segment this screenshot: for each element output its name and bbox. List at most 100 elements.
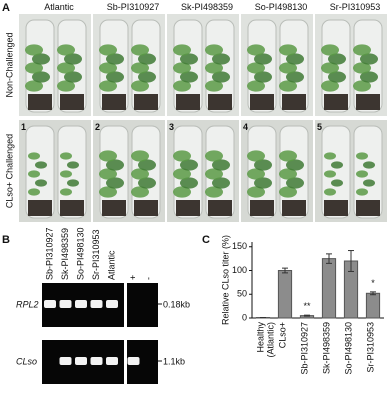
column-title: Sk-PI498359 (181, 2, 233, 12)
soil (324, 94, 348, 110)
soil (250, 200, 274, 216)
y-tick-label: 50 (237, 289, 247, 299)
column-title: Atlantic (44, 2, 74, 12)
foliage (356, 188, 368, 195)
foliage (99, 150, 117, 161)
y-tick-label: 150 (232, 241, 247, 251)
soil (208, 200, 232, 216)
foliage (353, 44, 371, 55)
foliage (173, 44, 191, 55)
soil (208, 94, 232, 110)
band (91, 300, 103, 308)
band (91, 357, 103, 365)
foliage (205, 44, 223, 55)
soil (250, 94, 274, 110)
foliage (324, 188, 336, 195)
y-axis-label: Relative CLso titer (%) (220, 235, 230, 325)
column-title: So-PI498130 (255, 2, 308, 12)
soil (356, 200, 380, 216)
soil (176, 94, 200, 110)
foliage (363, 179, 375, 186)
soil (324, 200, 348, 216)
foliage (363, 161, 375, 168)
band (60, 300, 72, 308)
x-tick-label: Sr-PI310953 (365, 322, 375, 373)
soil (28, 200, 52, 216)
significance: ** (303, 301, 311, 311)
foliage (247, 44, 265, 55)
gel-size: 1.1kb (163, 356, 185, 366)
x-tick-label: Sk-PI498359 (321, 322, 331, 374)
foliage (279, 150, 297, 161)
foliage (35, 179, 47, 186)
foliage (60, 188, 72, 195)
foliage (28, 152, 40, 159)
lane-label: So-PI498130 (75, 227, 85, 280)
lane-label: - (143, 277, 153, 280)
photo-number: 2 (95, 122, 100, 132)
foliage (60, 170, 72, 177)
foliage (331, 161, 343, 168)
panel-label: C (202, 234, 210, 246)
soil (176, 200, 200, 216)
x-tick-sublabel: (Atlantic) (265, 322, 275, 358)
foliage (60, 152, 72, 159)
x-tick-label: CLso+ (277, 322, 287, 348)
soil (60, 200, 84, 216)
foliage (28, 188, 40, 195)
x-tick-label: So-PI498130 (343, 322, 353, 375)
photo-number: 3 (169, 122, 174, 132)
significance: * (371, 278, 375, 288)
gel-gap (124, 340, 127, 384)
x-tick-label: Sb-PI310927 (299, 322, 309, 375)
soil (102, 200, 126, 216)
lane-label: Atlantic (106, 250, 116, 280)
soil (282, 200, 306, 216)
soil (134, 200, 158, 216)
photo-number: 5 (317, 122, 322, 132)
foliage (205, 150, 223, 161)
foliage (67, 161, 79, 168)
band (106, 357, 118, 365)
foliage (25, 44, 43, 55)
foliage (356, 170, 368, 177)
gel-name: RPL2 (16, 299, 39, 309)
soil (356, 94, 380, 110)
foliage (247, 150, 265, 161)
band (106, 300, 118, 308)
row-title: CLso+ Challenged (4, 134, 14, 208)
foliage (67, 179, 79, 186)
foliage (131, 150, 149, 161)
foliage (35, 161, 47, 168)
band (44, 300, 56, 308)
soil (282, 94, 306, 110)
lane-label: Sr-PI310953 (91, 229, 101, 280)
panel-label: B (2, 234, 10, 246)
y-tick-label: 0 (242, 312, 247, 322)
error-bar (304, 315, 310, 316)
bar (366, 293, 379, 318)
soil (60, 94, 84, 110)
panel-label: A (2, 2, 10, 14)
foliage (279, 44, 297, 55)
foliage (131, 44, 149, 55)
lane-label: Sk-PI498359 (60, 228, 70, 280)
foliage (99, 44, 117, 55)
photo-number: 1 (21, 122, 26, 132)
band (75, 300, 87, 308)
soil (102, 94, 126, 110)
foliage (331, 179, 343, 186)
foliage (356, 152, 368, 159)
y-tick-label: 100 (232, 265, 247, 275)
photo-number: 4 (243, 122, 248, 132)
soil (134, 94, 158, 110)
gel-size: 0.18kb (163, 299, 190, 309)
band (75, 357, 87, 365)
gel-name: CLso (16, 356, 37, 366)
soil (28, 94, 52, 110)
lane-label: + (128, 275, 138, 280)
lane-label: Sb-PI310927 (44, 227, 54, 280)
x-tick-label: Healthy (255, 322, 265, 353)
foliage (28, 170, 40, 177)
